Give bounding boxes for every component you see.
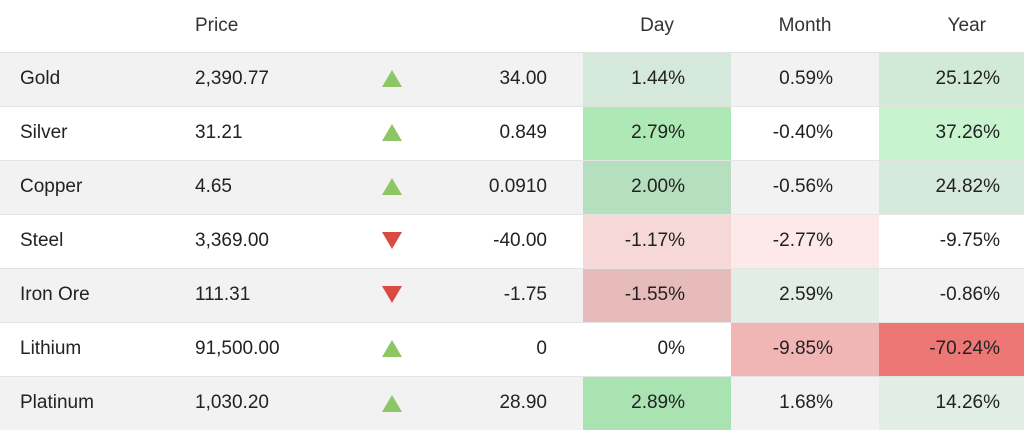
header-price[interactable]: Price (175, 0, 351, 53)
direction-cell (351, 268, 433, 322)
commodity-name-link[interactable]: Iron Ore (20, 284, 90, 305)
triangle-up-icon (382, 70, 402, 88)
day-change-cell: 1.44% (583, 52, 731, 106)
change-cell: -40.00 (493, 230, 547, 251)
price-cell: 91,500.00 (195, 338, 280, 359)
direction-cell (351, 106, 433, 160)
triangle-down-icon (382, 286, 402, 304)
change-cell: 0.0910 (488, 176, 547, 197)
commodity-name-link[interactable]: Silver (20, 122, 68, 143)
header-name (0, 0, 175, 53)
table-body: Gold 2,390.77 34.00 1.44% 0.59% 25.12% Silver 3… (0, 52, 1024, 430)
year-change-cell: 25.12% (879, 52, 1024, 106)
header-change (433, 0, 583, 53)
table-row[interactable]: Platinum 1,030.20 28.90 2.89% 1.68% 14.26% (0, 376, 1024, 430)
day-change-cell: 2.00% (583, 160, 731, 214)
month-change-cell: -0.56% (772, 176, 833, 197)
commodity-name-link[interactable]: Steel (20, 230, 64, 251)
table-row[interactable]: Lithium 91,500.00 0 0% -9.85% -70.24% (0, 322, 1024, 376)
table-row[interactable]: Copper 4.65 0.0910 2.00% -0.56% 24.82% (0, 160, 1024, 214)
price-cell: 4.65 (195, 176, 232, 197)
month-change-cell: 2.59% (731, 268, 879, 322)
price-cell: 31.21 (195, 122, 243, 143)
commodity-name-link[interactable]: Platinum (20, 392, 94, 414)
triangle-down-icon (382, 232, 402, 250)
direction-cell (351, 160, 433, 214)
day-change-cell: 0% (657, 338, 685, 359)
change-cell: 0.849 (499, 122, 547, 143)
month-change-cell: -2.77% (731, 214, 879, 268)
commodity-name-link[interactable]: Lithium (20, 338, 82, 359)
price-cell: 2,390.77 (195, 68, 269, 89)
direction-cell (351, 52, 433, 106)
header-month[interactable]: Month (731, 0, 879, 53)
table-row[interactable]: Steel 3,369.00 -40.00 -1.17% -2.77% -9.75% (0, 214, 1024, 268)
price-cell: 111.31 (195, 284, 251, 305)
day-change-cell: -1.55% (583, 268, 731, 322)
price-cell: 3,369.00 (195, 230, 269, 251)
table-header-row: Price Day Month Year (0, 0, 1024, 53)
year-change-cell: 24.82% (879, 160, 1024, 214)
direction-cell (351, 322, 433, 376)
month-change-cell: 1.68% (779, 392, 833, 414)
table-row[interactable]: Silver 31.21 0.849 2.79% -0.40% 37.26% (0, 106, 1024, 160)
year-change-cell: -0.86% (939, 284, 1000, 305)
table-row[interactable]: Iron Ore 111.31 -1.75 -1.55% 2.59% -0.86% (0, 268, 1024, 322)
day-change-cell: 2.89% (583, 376, 731, 430)
header-arrow (351, 0, 433, 53)
table-row[interactable]: Gold 2,390.77 34.00 1.44% 0.59% 25.12% (0, 52, 1024, 106)
direction-cell (351, 214, 433, 268)
change-cell: 34.00 (499, 68, 547, 89)
commodity-name-link[interactable]: Gold (20, 68, 61, 89)
year-change-cell: 37.26% (879, 106, 1024, 160)
year-change-cell: 14.26% (879, 376, 1024, 430)
month-change-cell: 0.59% (779, 68, 833, 89)
triangle-up-icon (382, 124, 402, 142)
change-cell: 28.90 (499, 392, 547, 414)
header-day[interactable]: Day (583, 0, 731, 53)
price-cell: 1,030.20 (195, 392, 269, 414)
direction-cell (351, 376, 433, 430)
day-change-cell: 2.79% (583, 106, 731, 160)
triangle-up-icon (382, 394, 402, 412)
change-cell: -1.75 (503, 284, 547, 305)
month-change-cell: -9.85% (731, 322, 879, 376)
header-year[interactable]: Year (879, 0, 1024, 53)
day-change-cell: -1.17% (583, 214, 731, 268)
triangle-up-icon (382, 340, 402, 358)
change-cell: 0 (536, 338, 547, 359)
year-change-cell: -9.75% (939, 230, 1000, 251)
commodity-name-link[interactable]: Copper (20, 176, 83, 197)
triangle-up-icon (382, 178, 402, 196)
month-change-cell: -0.40% (772, 122, 833, 143)
year-change-cell: -70.24% (879, 322, 1024, 376)
